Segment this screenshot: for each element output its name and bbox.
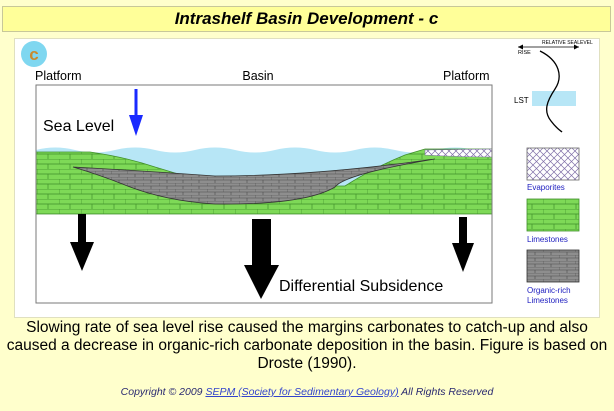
subsidence-arrow-left <box>70 214 94 271</box>
limestones-swatch <box>526 198 580 232</box>
figure-caption: Slowing rate of sea level rise caused th… <box>6 319 608 372</box>
subsidence-arrow-center <box>244 219 279 299</box>
basin-label: Basin <box>242 69 273 83</box>
panel-badge <box>21 41 47 67</box>
sealevel-curve-title: RELATIVE SEALEVEL <box>542 40 593 46</box>
lst-highlight <box>532 91 576 106</box>
limestones-label: Limestones <box>527 235 568 244</box>
copyright-footer: Copyright © 2009 SEPM (Society for Sedim… <box>0 386 614 398</box>
legend-evaporites: Evaporites <box>526 147 580 192</box>
sepm-link[interactable]: SEPM (Society for Sedimentary Geology) <box>205 386 399 398</box>
organic-rich-swatch <box>526 249 580 283</box>
organic-rich-lens <box>72 158 436 205</box>
organic-rich-label: Organic-rich Limestones <box>527 286 573 305</box>
subsidence-arrow-right <box>452 217 474 272</box>
lst-label: LST <box>514 96 529 105</box>
diagram-canvas: c Platform Basin Platform Sea Level <box>21 40 593 305</box>
legend-organic-rich-limestones: Organic-rich Limestones <box>526 249 580 305</box>
evaporite-layer <box>424 148 492 158</box>
legend-limestones: Limestones <box>526 198 580 244</box>
platform-right-label: Platform <box>443 69 490 83</box>
panel-letter: c <box>29 45 38 64</box>
differential-subsidence-label: Differential Subsidence <box>279 278 443 295</box>
relative-sealevel-curve: RELATIVE SEALEVEL RISE LST <box>514 40 593 133</box>
page-title: Intrashelf Basin Development - c <box>2 6 611 32</box>
evaporites-label: Evaporites <box>527 183 565 192</box>
copyright-prefix: Copyright © 2009 <box>120 386 203 398</box>
copyright-suffix: All Rights Reserved <box>401 386 494 398</box>
diagram-figure: c Platform Basin Platform Sea Level <box>14 38 600 318</box>
platform-left-label: Platform <box>35 69 82 83</box>
rise-label: RISE <box>518 50 531 56</box>
sea-level-label: Sea Level <box>43 118 114 135</box>
sea-level-arrow <box>129 89 143 136</box>
evaporites-swatch <box>526 147 580 181</box>
